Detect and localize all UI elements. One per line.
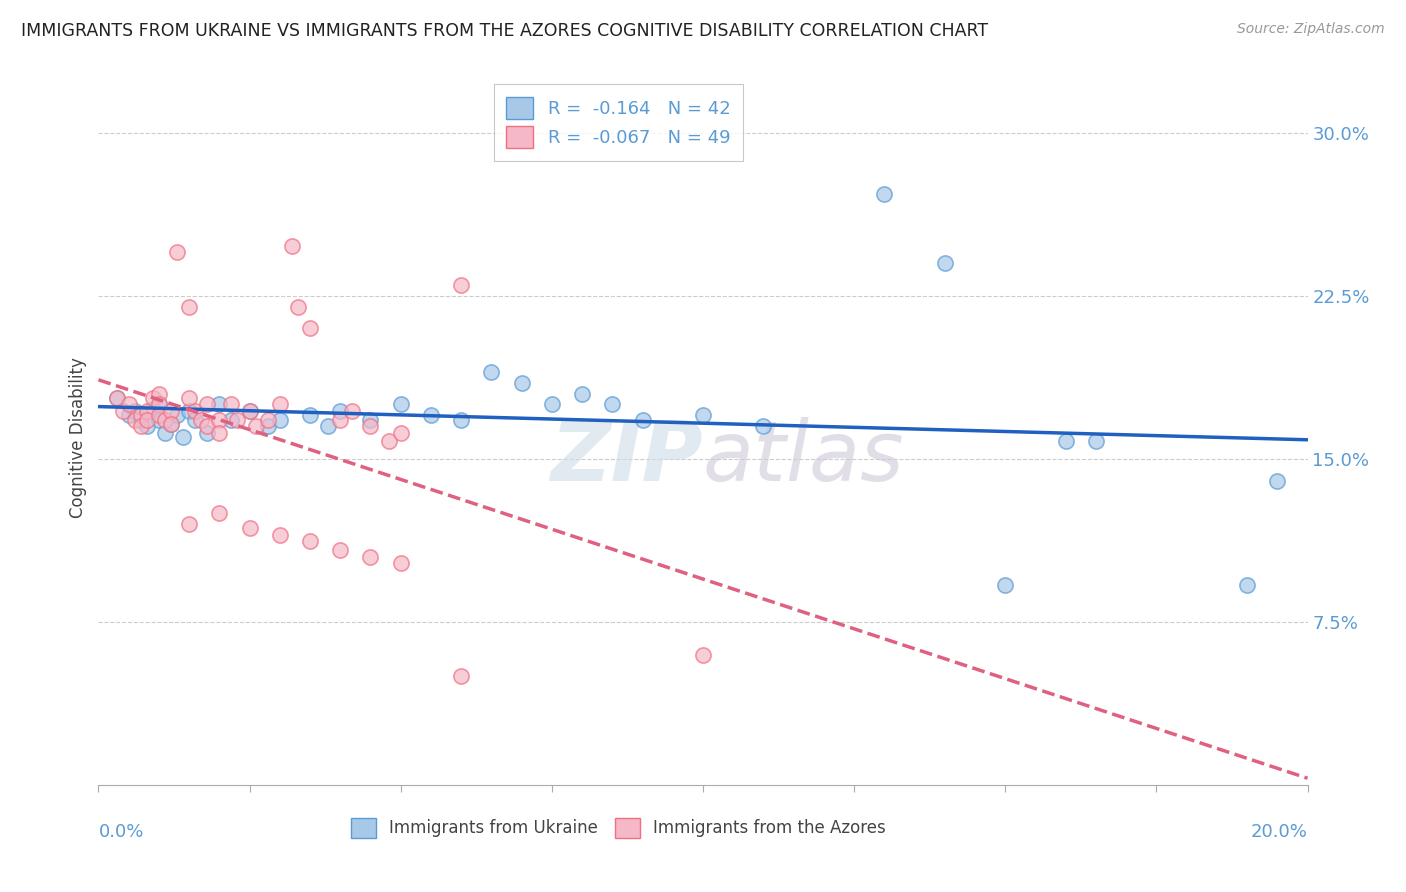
Point: [994, 578, 1017, 592]
Point: [153, 412, 176, 426]
Point: [124, 412, 146, 426]
Text: ZIP: ZIP: [550, 417, 703, 499]
Point: [124, 404, 146, 418]
Point: [208, 412, 231, 426]
Point: [631, 412, 654, 426]
Text: 20.0%: 20.0%: [1251, 823, 1308, 841]
Point: [160, 417, 183, 431]
Point: [342, 404, 364, 418]
Point: [299, 321, 322, 335]
Point: [245, 419, 267, 434]
Point: [239, 404, 262, 418]
Point: [179, 300, 201, 314]
Point: [148, 412, 170, 426]
Point: [510, 376, 533, 390]
Point: [111, 404, 134, 418]
Point: [692, 409, 714, 423]
Point: [256, 412, 278, 426]
Text: atlas: atlas: [703, 417, 904, 499]
Point: [934, 256, 956, 270]
Point: [179, 391, 201, 405]
Point: [1267, 474, 1289, 488]
Point: [571, 386, 593, 401]
Point: [329, 543, 352, 558]
Text: 0.0%: 0.0%: [98, 823, 143, 841]
Point: [269, 412, 291, 426]
Point: [540, 397, 562, 411]
Point: [450, 669, 472, 683]
Text: Source: ZipAtlas.com: Source: ZipAtlas.com: [1237, 22, 1385, 37]
Point: [377, 434, 399, 449]
Legend: Immigrants from Ukraine, Immigrants from the Azores: Immigrants from Ukraine, Immigrants from…: [343, 809, 894, 847]
Point: [269, 528, 291, 542]
Point: [148, 386, 170, 401]
Point: [179, 404, 201, 418]
Point: [184, 412, 207, 426]
Point: [172, 430, 194, 444]
Point: [135, 404, 157, 418]
Point: [195, 397, 218, 411]
Point: [329, 404, 352, 418]
Point: [873, 186, 896, 201]
Point: [208, 425, 231, 440]
Point: [269, 397, 291, 411]
Point: [1085, 434, 1108, 449]
Point: [239, 404, 262, 418]
Point: [160, 417, 183, 431]
Point: [420, 409, 443, 423]
Point: [208, 397, 231, 411]
Point: [360, 419, 382, 434]
Point: [105, 391, 128, 405]
Point: [481, 365, 503, 379]
Point: [160, 404, 183, 418]
Point: [221, 397, 243, 411]
Point: [329, 412, 352, 426]
Point: [239, 521, 262, 535]
Point: [166, 409, 188, 423]
Point: [287, 300, 309, 314]
Point: [135, 412, 157, 426]
Point: [360, 412, 382, 426]
Point: [281, 238, 304, 253]
Point: [166, 245, 188, 260]
Text: IMMIGRANTS FROM UKRAINE VS IMMIGRANTS FROM THE AZORES COGNITIVE DISABILITY CORRE: IMMIGRANTS FROM UKRAINE VS IMMIGRANTS FR…: [21, 22, 988, 40]
Point: [450, 277, 472, 292]
Point: [299, 409, 322, 423]
Point: [1236, 578, 1258, 592]
Y-axis label: Cognitive Disability: Cognitive Disability: [69, 357, 87, 517]
Point: [142, 391, 165, 405]
Point: [118, 397, 141, 411]
Point: [184, 404, 207, 418]
Point: [129, 409, 152, 423]
Point: [142, 401, 165, 416]
Point: [105, 391, 128, 405]
Point: [450, 412, 472, 426]
Point: [148, 397, 170, 411]
Point: [692, 648, 714, 662]
Point: [148, 409, 170, 423]
Point: [360, 549, 382, 564]
Point: [135, 419, 157, 434]
Point: [129, 412, 152, 426]
Point: [1054, 434, 1077, 449]
Point: [208, 506, 231, 520]
Point: [190, 412, 212, 426]
Point: [299, 534, 322, 549]
Point: [602, 397, 624, 411]
Point: [389, 425, 412, 440]
Point: [195, 419, 218, 434]
Point: [179, 516, 201, 531]
Point: [221, 412, 243, 426]
Point: [389, 556, 412, 570]
Point: [195, 425, 218, 440]
Point: [118, 409, 141, 423]
Point: [752, 419, 775, 434]
Point: [389, 397, 412, 411]
Point: [129, 419, 152, 434]
Point: [148, 397, 170, 411]
Point: [153, 425, 176, 440]
Point: [316, 419, 339, 434]
Point: [226, 412, 249, 426]
Point: [256, 419, 278, 434]
